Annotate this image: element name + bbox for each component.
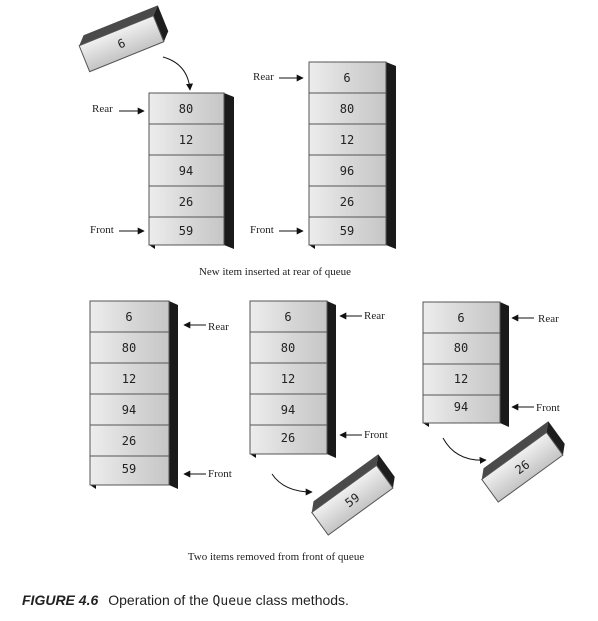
removed-item-value: 26 — [512, 457, 532, 477]
queue-cell: 59 — [340, 224, 354, 238]
rear-label: Rear — [92, 103, 113, 115]
incoming-item-value: 6 — [116, 36, 128, 52]
queue-full: 6 80 12 94 26 59 — [89, 300, 178, 489]
figure-number: FIGURE 4.6 — [22, 592, 99, 608]
queue-cell: 80 — [281, 341, 295, 355]
queue-cell: 26 — [281, 431, 295, 445]
queue-before-insert: 80 12 94 26 59 — [148, 92, 234, 249]
caption-text-after: class methods. — [251, 592, 349, 608]
queue-cell: 12 — [340, 133, 354, 147]
rear-label: Rear — [208, 321, 229, 333]
queue-cell: 12 — [179, 133, 193, 147]
front-label: Front — [364, 429, 388, 441]
queue-cell: 12 — [122, 372, 136, 386]
queue-cell: 94 — [179, 164, 193, 178]
rear-label: Rear — [253, 71, 274, 83]
queue-cell: 6 — [284, 310, 291, 324]
queue-cell: 94 — [281, 403, 295, 417]
rear-label: Rear — [538, 313, 559, 325]
queue-cell: 6 — [457, 311, 464, 325]
front-label: Front — [536, 402, 560, 414]
queue-cell: 94 — [454, 400, 468, 414]
queue-cell: 59 — [122, 462, 136, 476]
removed-item: 26 — [481, 421, 565, 503]
remove-arrow — [271, 473, 313, 496]
queue-cell: 12 — [281, 372, 295, 386]
queue-two-removed: 6 80 12 94 — [422, 301, 509, 427]
queue-cell: 12 — [454, 372, 468, 386]
queue-cell: 80 — [454, 341, 468, 355]
figure-caption: FIGURE 4.6 Operation of the Queue class m… — [22, 592, 349, 609]
removed-item-value: 59 — [342, 490, 362, 510]
queue-cell: 80 — [179, 102, 193, 116]
queue-cell: 80 — [340, 102, 354, 116]
queue-cell: 6 — [125, 310, 132, 324]
queue-cell: 80 — [122, 341, 136, 355]
insert-arrow — [162, 56, 194, 91]
front-label: Front — [208, 468, 232, 480]
front-label: Front — [250, 224, 274, 236]
queue-cell: 94 — [122, 403, 136, 417]
queue-cell: 6 — [343, 71, 350, 85]
caption-code: Queue — [212, 594, 252, 609]
front-label: Front — [90, 224, 114, 236]
queue-one-removed: 6 80 12 94 26 — [249, 300, 336, 458]
removed-item: 59 — [311, 454, 395, 536]
remove-arrow — [442, 437, 487, 464]
queue-cell: 26 — [340, 195, 354, 209]
queue-cell: 96 — [340, 164, 354, 178]
rear-label: Rear — [364, 310, 385, 322]
queue-after-insert: 6 80 12 96 26 59 — [308, 61, 396, 249]
queue-cell: 26 — [179, 195, 193, 209]
incoming-item: 6 — [78, 5, 169, 73]
queue-cell: 26 — [122, 434, 136, 448]
queue-cell: 59 — [179, 224, 193, 238]
bottom-caption: Two items removed from front of queue — [188, 551, 365, 563]
top-caption: New item inserted at rear of queue — [199, 266, 351, 278]
caption-text-before: Operation of the — [108, 592, 213, 608]
